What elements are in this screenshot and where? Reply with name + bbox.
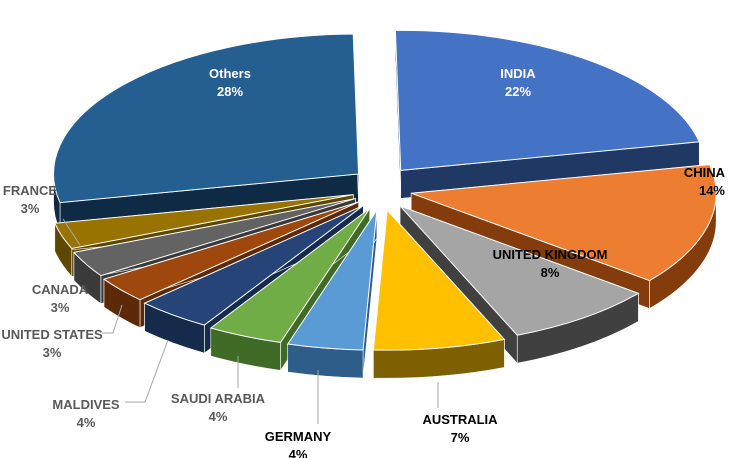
pie-slice-united-kingdom	[399, 205, 640, 336]
leader-line-france	[62, 218, 81, 246]
data-label-value-others: 28%	[217, 84, 243, 99]
data-label-value-saudi-arabia: 4%	[209, 409, 228, 424]
data-label-name-india: INDIA	[500, 66, 536, 81]
pie-slice-united-states	[102, 201, 359, 301]
data-label-value-canada: 3%	[51, 300, 70, 315]
pie-slice-others	[53, 33, 360, 204]
pie-slice-australia	[372, 208, 506, 351]
pie-slice-india	[394, 29, 701, 171]
data-label-name-maldives: MALDIVES	[52, 397, 120, 412]
data-label-name-canada: CANADA	[32, 282, 89, 297]
data-label-united-kingdom: UNITED KINGDOM 8%	[493, 247, 608, 280]
pie-slice-canada	[72, 198, 356, 277]
data-label-name-australia: AUSTRALIA	[422, 412, 498, 427]
data-label-others: Others 28%	[209, 66, 251, 99]
data-label-united-states: UNITED STATES 3%	[1, 327, 103, 360]
data-label-name-others: Others	[209, 66, 251, 81]
data-label-value-australia: 7%	[451, 430, 470, 445]
leader-lines	[62, 218, 439, 424]
leader-line-maldives	[125, 339, 169, 403]
data-label-value-maldives: 4%	[77, 415, 96, 430]
data-label-name-china: CHINA	[684, 165, 726, 180]
data-label-name-germany: GERMANY	[265, 429, 332, 444]
data-label-value-china: 14%	[699, 183, 725, 198]
data-labels: INDIA 22% CHINA 14% UNITED KINGDOM 8% AUSTRALI…	[1, 66, 725, 458]
pie-tops	[53, 29, 717, 351]
pie-slice-germany	[286, 209, 378, 351]
data-label-value-france: 3%	[21, 201, 40, 216]
data-label-india: INDIA 22%	[500, 66, 536, 99]
data-label-germany: GERMANY 4%	[265, 429, 332, 458]
data-label-name-france: FRANCE	[3, 183, 57, 198]
data-label-value-united-kingdom: 8%	[541, 265, 560, 280]
data-label-china: CHINA 14%	[684, 165, 726, 198]
data-label-value-india: 22%	[505, 84, 531, 99]
data-label-maldives: MALDIVES 4%	[52, 397, 120, 430]
data-label-canada: CANADA 3%	[32, 282, 89, 315]
pie-slice-saudi-arabia	[209, 208, 371, 343]
pie-slice-china	[411, 164, 717, 282]
data-label-value-united-states: 3%	[43, 345, 62, 360]
pie-slice-france	[54, 194, 354, 249]
data-label-australia: AUSTRALIA 7%	[422, 412, 498, 445]
data-label-name-saudi-arabia: SAUDI ARABIA	[171, 391, 266, 406]
data-label-name-united-states: UNITED STATES	[1, 327, 103, 342]
leader-line-united-states	[102, 304, 123, 334]
data-label-france: FRANCE 3%	[3, 183, 57, 216]
pie-slice-maldives	[143, 205, 364, 326]
data-label-name-united-kingdom: UNITED KINGDOM	[493, 247, 608, 262]
data-label-value-germany: 4%	[289, 447, 308, 458]
data-label-saudi-arabia: SAUDI ARABIA 4%	[171, 391, 266, 424]
